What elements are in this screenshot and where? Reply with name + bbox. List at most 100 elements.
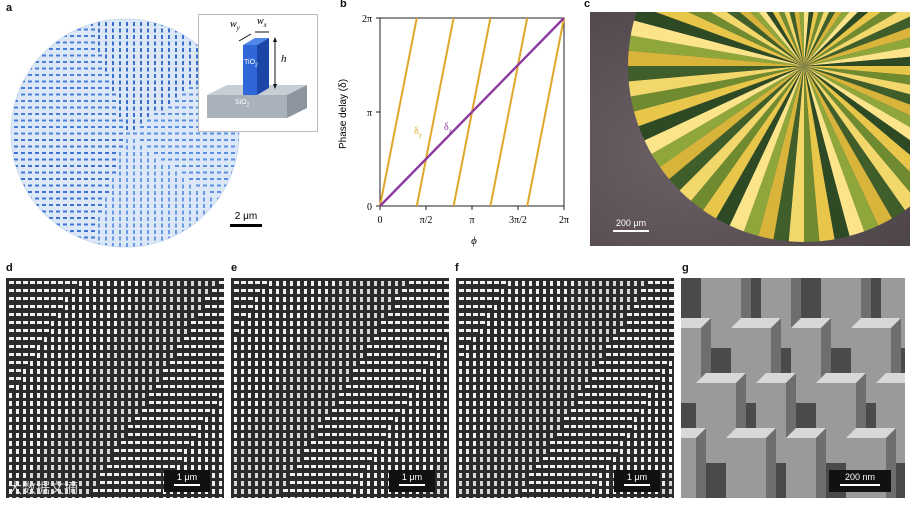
nanopillar xyxy=(175,204,177,208)
nanopillar xyxy=(112,67,114,72)
sem-pillar xyxy=(142,361,145,366)
sem-pillar xyxy=(557,417,560,422)
sem-pillar xyxy=(170,281,173,286)
fan-sector xyxy=(804,12,904,66)
sem-pillar xyxy=(402,409,405,414)
sem-pillar xyxy=(395,465,398,470)
sem-pillar xyxy=(72,361,75,366)
nanopillar xyxy=(84,132,88,135)
sem-pillar xyxy=(487,313,490,318)
sem-pillar xyxy=(248,465,251,470)
sem-pillar xyxy=(634,289,637,294)
nanopillar xyxy=(105,152,109,154)
sem-pillar xyxy=(543,489,548,492)
nanopillar xyxy=(140,132,144,135)
nanopillar xyxy=(77,74,81,76)
nanopillar xyxy=(14,139,18,141)
sem-pillar xyxy=(283,401,286,406)
nanopillar xyxy=(175,152,179,154)
sem-pillar xyxy=(255,353,258,358)
sem-pillar xyxy=(374,425,379,428)
nanopillar xyxy=(49,191,53,193)
sem-pillar xyxy=(262,393,265,398)
nanopillar xyxy=(119,106,121,111)
sem-pillar xyxy=(325,297,328,302)
sem-pillar xyxy=(606,297,609,302)
sem-pillar xyxy=(241,313,246,316)
sem-pillar xyxy=(241,337,244,342)
nanopillar xyxy=(119,152,121,156)
nanopillar xyxy=(217,223,219,228)
nanopillar xyxy=(126,22,128,26)
sem-pillar xyxy=(360,457,365,460)
sem-pillar xyxy=(58,305,63,308)
sem-pillar xyxy=(290,377,293,382)
sem-pillar xyxy=(177,281,180,286)
sem-pillar xyxy=(297,425,300,430)
nanopillar xyxy=(70,139,74,141)
sem-pillar xyxy=(585,297,588,302)
fan-sector xyxy=(640,66,804,195)
sem-image-f: 1 μm xyxy=(456,278,674,498)
sem-pillar xyxy=(409,377,414,380)
sem-pillar xyxy=(395,417,398,422)
nanopillar xyxy=(126,191,128,195)
nanopillar xyxy=(154,54,156,59)
nanopillar xyxy=(196,80,198,85)
sem-pillar xyxy=(9,417,12,422)
pillar-side xyxy=(766,428,776,498)
sem-pillar xyxy=(332,345,335,350)
sem-pillar xyxy=(592,297,595,302)
sem-pillar xyxy=(332,433,337,436)
nanopillar xyxy=(203,152,207,154)
nanopillar xyxy=(63,171,67,174)
sem-pillar xyxy=(430,353,435,356)
sem-pillar xyxy=(241,497,244,498)
sem-pillar xyxy=(23,385,26,390)
nanopillar xyxy=(112,119,116,122)
nanopillar xyxy=(63,67,67,70)
sem-pillar xyxy=(430,329,435,332)
sem-pillar xyxy=(311,473,316,476)
sem-pillar xyxy=(121,361,124,366)
sem-pillar xyxy=(332,385,335,390)
sem-pillar xyxy=(571,321,574,326)
nanopillar xyxy=(49,93,53,96)
sem-pillar xyxy=(543,457,548,460)
sem-pillar xyxy=(332,305,335,310)
sem-pillar xyxy=(269,329,272,334)
nanopillar xyxy=(77,171,81,174)
nanopillar xyxy=(140,210,142,215)
sem-pillar xyxy=(444,497,447,498)
sem-pillar xyxy=(44,345,47,350)
sem-pillar xyxy=(402,393,407,396)
sem-pillar xyxy=(51,361,54,366)
sem-pillar xyxy=(459,369,462,374)
nanopillar xyxy=(70,106,74,109)
sem-pillar xyxy=(627,401,632,404)
sem-pillar xyxy=(367,321,370,326)
sem-pillar xyxy=(114,321,117,326)
sem-pillar xyxy=(473,433,476,438)
sem-pillar xyxy=(121,489,126,492)
sem-pillar xyxy=(669,369,672,374)
sem-pillar xyxy=(564,345,567,350)
sem-pillar xyxy=(72,433,75,438)
sem-pillar xyxy=(241,369,244,374)
sem-pillar xyxy=(515,401,518,406)
sem-pillar xyxy=(107,449,110,454)
sem-pillar xyxy=(437,409,440,414)
sem-pillar xyxy=(508,457,511,462)
sem-pillar xyxy=(367,361,372,364)
sem-pillar xyxy=(508,305,511,310)
sem-pillar xyxy=(402,337,407,340)
nanopillar xyxy=(147,35,149,39)
sem-pillar xyxy=(107,489,112,492)
sem-pillar xyxy=(634,497,637,498)
sem-pillar xyxy=(416,361,421,364)
sem-pillar xyxy=(114,393,117,398)
sem-pillar xyxy=(487,377,490,382)
pillar-front xyxy=(681,438,696,498)
fan-sector xyxy=(804,66,822,242)
sem-pillar xyxy=(353,489,356,494)
